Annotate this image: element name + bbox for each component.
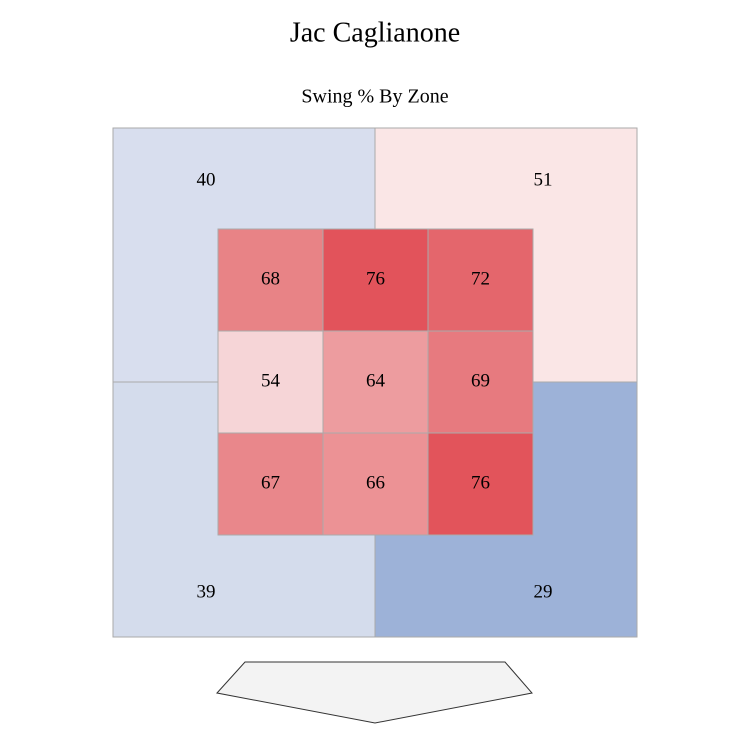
inner-zone — [427, 432, 534, 536]
zone-label: 67 — [261, 472, 280, 493]
chart-title: Jac Caglianone — [290, 17, 460, 48]
zone-label: 68 — [261, 268, 280, 289]
inner-zone — [322, 432, 429, 536]
zone-label: 76 — [471, 472, 490, 493]
zone-label: 29 — [534, 581, 553, 602]
zone-label: 66 — [366, 472, 385, 493]
zones: 40 51 39 29 68 76 72 54 64 69 67 66 76 — [112, 127, 638, 638]
zone-label: 72 — [471, 268, 490, 289]
chart-subtitle: Swing % By Zone — [301, 86, 448, 108]
inner-zone — [427, 330, 534, 434]
home-plate — [216, 661, 533, 724]
inner-zone — [217, 228, 324, 332]
zone-label: 54 — [261, 370, 281, 391]
zone-label: 51 — [534, 169, 553, 190]
inner-zone — [217, 330, 324, 434]
zone-label: 64 — [366, 370, 386, 391]
zone-label: 40 — [197, 169, 216, 190]
zone-label: 76 — [366, 268, 385, 289]
inner-zone — [322, 228, 429, 332]
zone-label: 39 — [197, 581, 216, 602]
zone-label: 69 — [471, 370, 490, 391]
